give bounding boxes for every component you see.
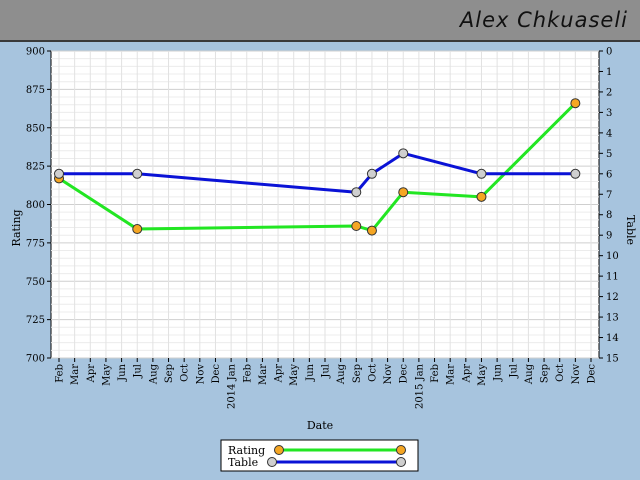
x-tick-label: Apr [461,364,472,384]
player-name: Alex Chkuaseli [459,8,628,32]
x-tick-label: Sep [352,364,363,383]
y-tick-label: 775 [26,238,45,249]
data-point-table [54,168,64,179]
y2-tick-label: 11 [606,272,619,283]
legend-marker-rating-end [396,445,406,455]
y2-tick-label: 5 [606,149,612,160]
x-tick-label: Feb [55,364,66,383]
x-tick-label: Jul [508,364,519,379]
x-tick-label: 2015 Jan [414,363,425,409]
data-point-table [570,168,581,179]
y2-tick-label: 0 [606,47,612,58]
x-tick-label: 2014 Jan [227,363,238,409]
y2-tick-label: 4 [606,128,612,139]
x-tick-label: Jun [117,363,128,381]
y2-tick-label: 8 [606,210,612,221]
x-tick-label: Aug [524,363,535,385]
data-point-table [398,148,409,159]
legend-label-rating: Rating [228,444,265,457]
y2-tick-label: 6 [606,169,612,180]
y-tick-label: 750 [26,277,45,288]
legend-box [220,439,419,472]
x-tick-label: Nov [383,364,394,385]
x-tick-label: Dec [211,364,222,384]
y2-tick-label: 13 [606,313,619,324]
x-tick-label: Dec [587,364,598,384]
data-point-rating [351,220,362,231]
x-tick-label: Feb [242,364,253,383]
data-point-rating [476,191,487,202]
x-tick-label: Nov [195,364,206,385]
data-point-table [132,168,143,179]
y-tick-label: 875 [26,85,45,96]
x-tick-label: Sep [164,364,175,383]
x-tick-label: Apr [86,364,97,384]
data-point-rating [398,187,409,198]
y2-tick-label: 1 [606,67,612,78]
x-tick-label: Dec [399,364,410,384]
legend-marker-rating-start [274,445,284,455]
y-tick-label: 725 [26,315,45,326]
data-point-table [476,168,487,179]
x-tick-label: Jul [321,364,332,379]
y-tick-label: 850 [26,123,45,134]
x-tick-label: Aug [148,363,159,385]
x-tick-label: Mar [258,364,269,385]
x-tick-label: Mar [70,364,81,385]
y-axis-title: Rating [10,209,23,246]
x-tick-label: Aug [336,363,347,385]
x-tick-label: Jun [493,363,504,381]
data-point-table [366,168,377,179]
y2-tick-label: 12 [606,292,619,303]
y-tick-label: 825 [26,162,45,173]
x-tick-label: May [101,364,112,386]
y-tick-label: 700 [26,354,45,365]
x-tick-label: Mar [446,364,457,385]
x-tick-label: Feb [430,364,441,383]
legend-marker-table-start [267,457,277,467]
legend: Rating Table [220,439,419,472]
x-tick-label: Jul [133,364,144,379]
x-tick-label: Oct [367,364,378,382]
x-tick-label: Oct [180,364,191,382]
y2-tick-label: 3 [606,108,612,119]
y2-tick-label: 15 [606,354,619,365]
grid-lines [51,50,599,359]
x-axis: Feb Mar Apr May Jun Jul Aug Sep Oct Nov Dec 2014 Ja… [55,358,598,409]
data-point-rating [132,224,143,235]
x-tick-label: Nov [571,364,582,385]
x-tick-label: May [477,364,488,386]
x-tick-label: May [289,364,300,386]
left-axis: 700 725 750 775 800 825 850 875 900 [26,47,51,365]
x-tick-label: Sep [540,364,551,383]
data-point-table [351,187,362,198]
x-tick-label: Oct [555,364,566,382]
series-markers [54,98,581,236]
y2-tick-label: 7 [606,190,612,201]
data-point-rating [570,98,581,109]
x-tick-label: Jun [305,363,316,381]
legend-label-table: Table [228,456,258,469]
y2-tick-label: 2 [606,87,612,98]
y2-tick-label: 10 [606,251,619,262]
y2-tick-label: 9 [606,231,612,242]
header-bar: Alex Chkuaseli [0,0,640,42]
x-tick-label: Apr [274,364,285,384]
data-point-rating [366,225,377,236]
y2-axis-title: Table [624,215,637,245]
legend-marker-table-end [396,457,406,467]
y-tick-label: 900 [26,47,45,58]
x-axis-title: Date [307,419,333,432]
y-tick-label: 800 [26,200,45,211]
y2-tick-label: 14 [606,333,619,344]
